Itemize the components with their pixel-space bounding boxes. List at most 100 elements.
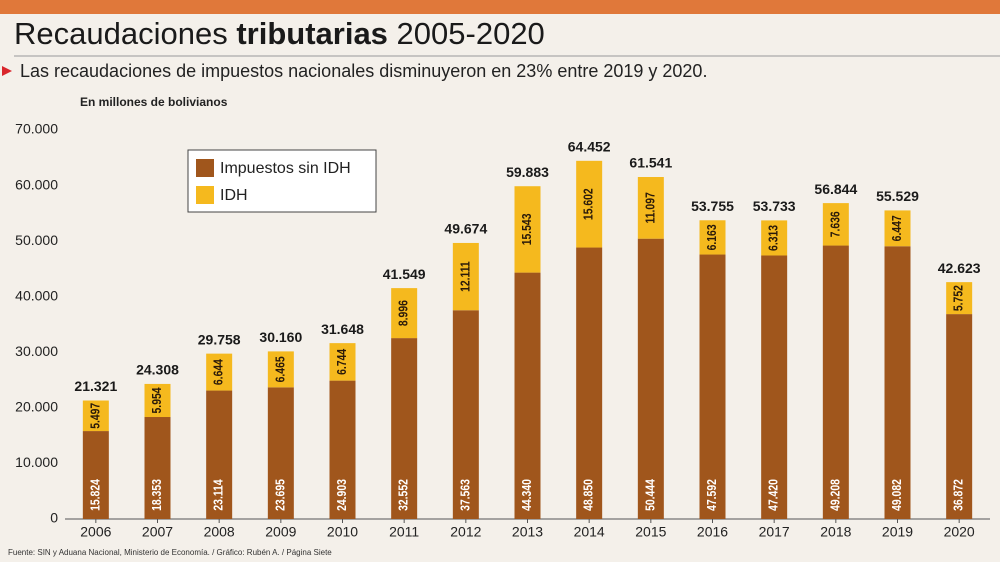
bar-segment: [267, 351, 294, 388]
value-label: 24.903: [335, 479, 349, 511]
bar-segment: [452, 310, 479, 519]
top-band: [0, 0, 1000, 14]
x-tick-label: 2018: [820, 524, 851, 540]
total-label: 59.883: [506, 164, 549, 180]
bar-segment: [637, 177, 664, 239]
legend-swatch: [196, 186, 214, 204]
bar-segment: [329, 343, 356, 381]
bar-segment: [206, 390, 233, 519]
bar-segment: [576, 160, 603, 248]
value-label: 6.313: [767, 225, 781, 251]
bar-segment: [144, 417, 171, 519]
total-label: 53.755: [691, 198, 734, 214]
total-label: 56.844: [814, 181, 857, 197]
value-label: 50.444: [643, 479, 657, 511]
value-label: 6.163: [705, 224, 719, 250]
x-tick-label: 2013: [512, 524, 543, 540]
total-label: 49.674: [444, 221, 487, 237]
value-label: 49.208: [828, 479, 842, 511]
bar-segment: [206, 353, 233, 391]
value-label: 5.752: [952, 285, 966, 311]
y-tick-label: 50.000: [15, 232, 58, 248]
bar-segment: [884, 210, 911, 247]
source: Fuente: SIN y Aduana Nacional, Ministeri…: [8, 548, 332, 557]
value-label: 6.644: [212, 359, 226, 385]
chart-title: Recaudaciones tributarias 2005-2020: [14, 16, 545, 51]
y-tick-label: 0: [50, 510, 58, 526]
title-part: 2005-2020: [388, 16, 545, 51]
value-label: 7.636: [828, 211, 842, 237]
bar-segment: [514, 272, 541, 519]
value-label: 18.353: [150, 479, 164, 511]
value-label: 5.497: [88, 402, 102, 428]
total-label: 31.648: [321, 321, 364, 337]
bar-segment: [144, 383, 171, 418]
x-tick-label: 2017: [759, 524, 790, 540]
bar-segment: [82, 431, 109, 519]
bar-segment: [761, 220, 788, 256]
x-tick-label: 2010: [327, 524, 358, 540]
total-label: 30.160: [259, 329, 302, 345]
value-label: 5.954: [150, 387, 164, 413]
value-label: 47.592: [705, 479, 719, 511]
legend-label: Impuestos sin IDH: [220, 160, 351, 177]
bar-segment: [761, 255, 788, 519]
bar-segment: [637, 238, 664, 520]
bar-segment: [699, 220, 726, 255]
bar-segment: [822, 245, 849, 519]
bar-segment: [329, 380, 356, 519]
x-tick-label: 2012: [450, 524, 481, 540]
value-label: 6.447: [890, 215, 904, 241]
bar-segment: [514, 186, 541, 273]
value-label: 44.340: [520, 479, 534, 511]
value-label: 37.563: [458, 479, 472, 511]
y-tick-label: 70.000: [15, 121, 58, 137]
total-label: 29.758: [198, 331, 241, 347]
bar-segment: [946, 314, 973, 519]
value-label: 15.602: [582, 188, 596, 220]
y-tick-label: 30.000: [15, 343, 58, 359]
value-label: 49.082: [890, 479, 904, 511]
x-tick-label: 2006: [80, 524, 111, 540]
value-label: 48.850: [582, 479, 596, 511]
legend-box: [187, 149, 377, 213]
value-label: 23.695: [273, 479, 287, 511]
legend-label: IDH: [220, 187, 248, 204]
bar-segment: [82, 400, 109, 432]
bar-segment: [452, 242, 479, 311]
value-label: 11.097: [643, 192, 657, 224]
y-tick-label: 10.000: [15, 454, 58, 470]
value-label: 15.824: [88, 479, 102, 511]
x-tick-label: 2011: [389, 524, 419, 540]
value-label: 23.114: [212, 479, 226, 511]
y-tick-label: 60.000: [15, 176, 58, 192]
bar-segment: [391, 338, 418, 519]
total-label: 42.623: [938, 260, 981, 276]
total-label: 55.529: [876, 188, 919, 204]
total-label: 21.321: [74, 378, 117, 394]
x-tick-label: 2019: [882, 524, 913, 540]
bar-segment: [391, 288, 418, 339]
total-label: 64.452: [568, 139, 611, 155]
y-axis-label: En millones de bolivianos: [80, 95, 228, 109]
value-label: 36.872: [952, 479, 966, 511]
bar-segment: [884, 246, 911, 519]
value-label: 32.552: [397, 479, 411, 511]
x-tick-label: 2015: [635, 524, 666, 540]
total-label: 53.733: [753, 198, 796, 214]
value-label: 8.996: [397, 300, 411, 326]
legend-swatch: [196, 159, 214, 177]
x-tick-label: 2008: [204, 524, 235, 540]
bullet: [2, 66, 12, 76]
bar-segment: [699, 254, 726, 519]
x-tick-label: 2009: [265, 524, 296, 540]
subtitle: Las recaudaciones de impuestos nacionale…: [20, 61, 707, 81]
y-tick-label: 40.000: [15, 287, 58, 303]
bar-segment: [822, 203, 849, 246]
title-part: tributarias: [236, 16, 388, 51]
x-tick-label: 2016: [697, 524, 728, 540]
x-tick-label: 2007: [142, 524, 173, 540]
y-tick-label: 20.000: [15, 399, 58, 415]
bar-segment: [946, 282, 973, 315]
